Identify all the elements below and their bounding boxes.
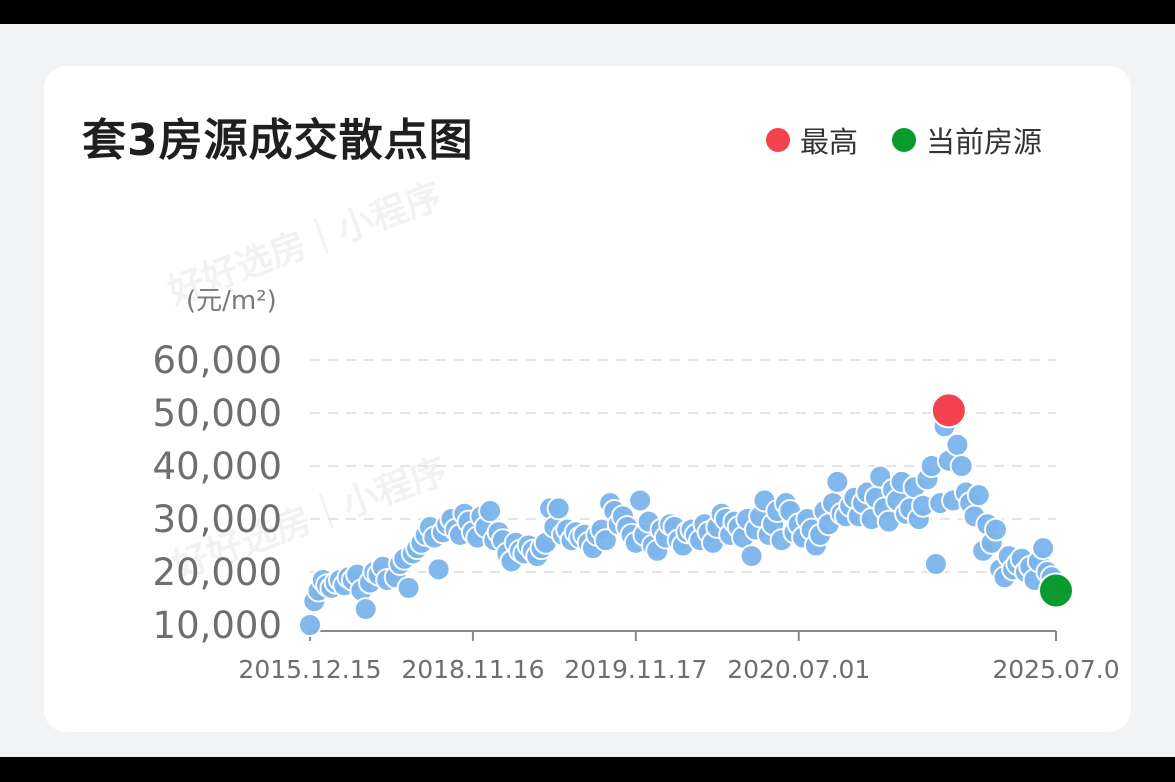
scatter-point bbox=[1031, 536, 1056, 561]
y-tick-label: 30,000 bbox=[153, 498, 282, 541]
scatter-point bbox=[396, 575, 421, 600]
y-tick-label: 40,000 bbox=[153, 445, 282, 488]
scatter-point bbox=[593, 528, 618, 553]
y-tick-label: 10,000 bbox=[153, 604, 282, 647]
top-black-bar bbox=[0, 0, 1175, 24]
scatter-point bbox=[628, 488, 653, 513]
legend-item-current: 当前房源 bbox=[892, 119, 1042, 161]
scatter-point bbox=[426, 557, 451, 582]
scatter-point bbox=[966, 483, 991, 508]
x-tick-label: 2025.07.0 bbox=[992, 655, 1119, 684]
y-tick-label: 50,000 bbox=[153, 392, 282, 435]
legend: 最高 当前房源 bbox=[766, 120, 1076, 160]
x-tick-label: 2018.11.16 bbox=[401, 655, 544, 684]
scatter-point bbox=[546, 496, 571, 521]
legend-item-highest: 最高 bbox=[766, 119, 858, 161]
y-tick-label: 60,000 bbox=[153, 339, 282, 382]
x-tick-label: 2019.11.17 bbox=[564, 655, 707, 684]
scatter-point bbox=[739, 544, 764, 569]
bottom-black-bar bbox=[0, 757, 1175, 782]
highest-point bbox=[930, 392, 967, 429]
scatter-point bbox=[825, 469, 850, 494]
scatter-point bbox=[478, 499, 503, 524]
current-listing-point bbox=[1038, 572, 1074, 609]
scatter-point bbox=[298, 613, 322, 637]
legend-label-current: 当前房源 bbox=[926, 125, 1043, 159]
y-unit-label: (元/m²) bbox=[186, 286, 277, 316]
legend-dot-green bbox=[892, 128, 917, 152]
legend-dot-red bbox=[766, 128, 790, 152]
chart-title: 套3房源成交散点图 bbox=[82, 115, 474, 166]
scatter-point bbox=[923, 552, 948, 577]
legend-label-highest: 最高 bbox=[800, 125, 859, 159]
scatter-point bbox=[945, 432, 970, 457]
y-tick-label: 20,000 bbox=[153, 551, 282, 594]
x-tick-label: 2020.07.01 bbox=[727, 655, 870, 684]
scatter-point bbox=[949, 454, 974, 478]
scatter-point bbox=[353, 597, 378, 622]
x-tick-label: 2015.12.15 bbox=[238, 655, 381, 684]
scatter-point bbox=[983, 517, 1008, 542]
